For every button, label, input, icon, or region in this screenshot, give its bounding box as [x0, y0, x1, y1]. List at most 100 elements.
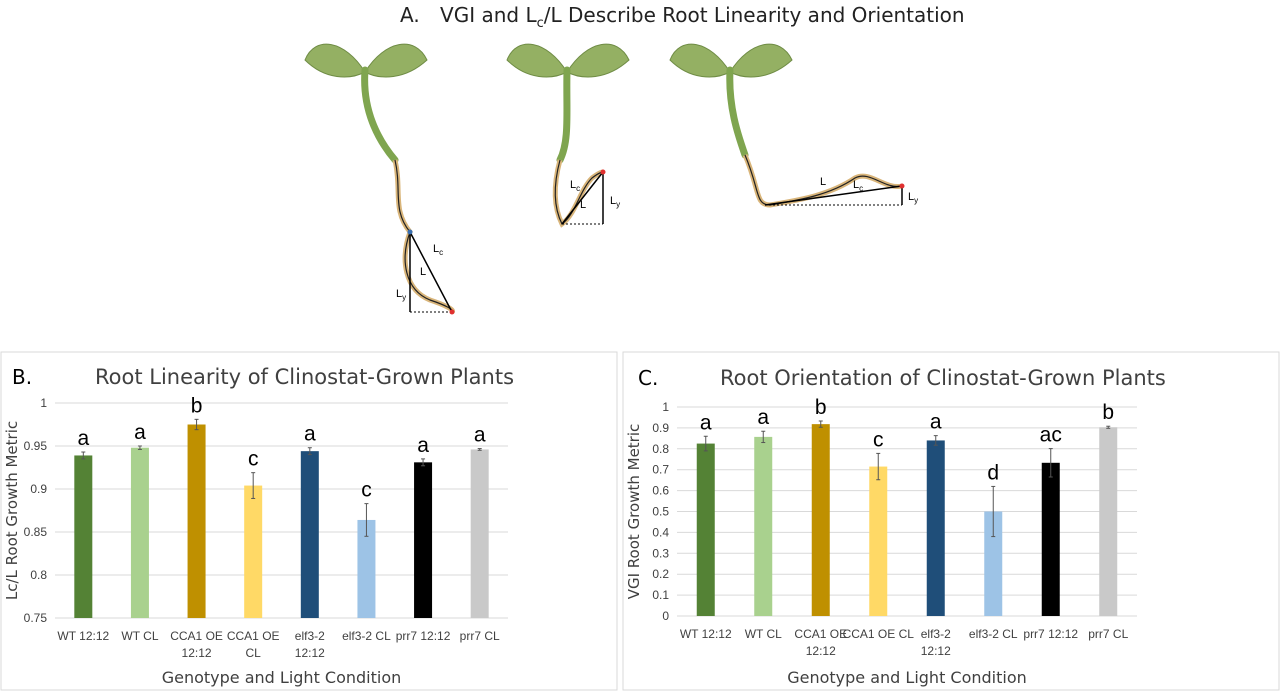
label-main: L [580, 199, 586, 211]
x-tick-label: elf3-2 CL [342, 629, 391, 643]
panel-a-letter: A. [400, 3, 420, 27]
panel-c-frame [622, 351, 1280, 691]
hypocotyl [361, 66, 399, 164]
bar [869, 466, 888, 616]
significance-letter: b [1102, 401, 1114, 424]
y-tick-label: 0.95 [24, 439, 48, 453]
x-tick-label: CCA1 OE [227, 629, 280, 643]
endpoint-marker [407, 229, 413, 235]
cotyledon-left [669, 43, 731, 78]
x-tick-label: prr7 CL [460, 629, 500, 643]
label-sub: c [576, 184, 580, 193]
label-main: L [570, 179, 576, 191]
y-tick-label: 1 [40, 396, 47, 410]
significance-letter: a [304, 423, 316, 446]
x-axis-label: Genotype and Light Condition [162, 668, 402, 687]
chart-root-orientation: C. Root Orientation of Clinostat-Grown Pl… [625, 366, 1166, 687]
x-tick-label: WT CL [121, 629, 158, 643]
chart-root-linearity: B. Root Linearity of Clinostat-Grown Plan… [3, 365, 514, 687]
bar [926, 440, 945, 616]
cotyledon-right [729, 43, 793, 78]
y-axis-label: Lc/L Root Growth Metric [3, 421, 21, 600]
bar [984, 511, 1003, 616]
bar [1041, 462, 1060, 616]
seedling: L Lc Ly [669, 43, 918, 208]
x-tick-label: 12:12 [295, 646, 325, 660]
label-sub: c [859, 184, 863, 193]
x-tick-label: CCA1 OE [794, 627, 847, 641]
x-tick-label: WT 12:12 [57, 629, 109, 643]
measure-label: Lc [570, 179, 580, 193]
y-tick-label: 0.3 [652, 546, 669, 560]
root-trace [394, 159, 454, 313]
cotyledon-left [304, 43, 366, 78]
cotyledon-right [364, 43, 428, 78]
x-tick-label: elf3-2 [295, 629, 325, 643]
x-tick-label: 12:12 [921, 644, 951, 658]
endpoint-marker [899, 183, 905, 189]
x-tick-label: prr7 12:12 [1023, 627, 1078, 641]
bar [696, 443, 715, 616]
y-tick-label: 0.75 [24, 611, 48, 625]
y-tick-label: 1 [662, 400, 669, 414]
bar [414, 462, 433, 618]
label-main: L [396, 288, 402, 300]
significance-letter: a [77, 427, 89, 450]
x-axis-label: Genotype and Light Condition [787, 668, 1027, 687]
label-sub: y [914, 196, 918, 205]
root-trace [554, 159, 604, 225]
significance-letter: a [417, 434, 429, 457]
significance-letter: d [987, 461, 999, 484]
label-sub: y [402, 293, 406, 302]
y-tick-label: 0.7 [652, 463, 669, 477]
panel-a: A. VGI and Lc/L Describe Root Linearity … [304, 3, 965, 315]
x-tick-label: 12:12 [182, 646, 212, 660]
measure-label: Ly [396, 288, 406, 302]
significance-letter: a [134, 421, 146, 444]
measure-label: L [420, 266, 426, 278]
x-tick-label: CCA1 OE CL [843, 627, 915, 641]
hypocotyl [726, 66, 749, 159]
significance-letter: a [930, 411, 942, 434]
panel-a-title: A. VGI and Lc/L Describe Root Linearity … [400, 3, 965, 31]
bar [300, 451, 319, 618]
y-tick-label: 0.9 [30, 482, 47, 496]
endpoint-marker [600, 169, 606, 175]
y-tick-label: 0.6 [652, 484, 669, 498]
label-sub: y [616, 200, 620, 209]
y-tick-label: 0.4 [652, 525, 669, 539]
significance-letter: c [873, 428, 884, 451]
label-main: L [433, 243, 439, 255]
label-main: L [420, 266, 426, 278]
chart-title: Root Orientation of Clinostat-Grown Plan… [720, 366, 1166, 390]
bar [187, 424, 206, 618]
y-tick-label: 0.1 [652, 588, 669, 602]
panel-b-frame [0, 351, 618, 691]
x-tick-label: prr7 CL [1088, 627, 1128, 641]
cotyledon-right [566, 43, 630, 78]
significance-letter: a [700, 411, 712, 434]
endpoint-marker [449, 309, 455, 315]
panel-letter: C. [638, 366, 658, 390]
panel-letter: B. [12, 365, 32, 389]
significance-letter: a [474, 424, 486, 447]
significance-letter: b [191, 394, 203, 417]
bar [811, 424, 830, 616]
measure-lines [764, 185, 903, 206]
label-sub: c [439, 248, 443, 257]
y-tick-label: 0.2 [652, 567, 669, 581]
y-tick-label: 0 [662, 609, 669, 623]
measure-label: Ly [908, 191, 918, 205]
measure-label: Lc [853, 179, 863, 193]
root [392, 159, 456, 315]
bar [357, 519, 376, 618]
root-trace [744, 154, 903, 206]
cotyledon-left [506, 43, 568, 78]
y-tick-label: 0.8 [30, 568, 47, 582]
bar [754, 436, 773, 616]
label-main: L [908, 191, 914, 203]
